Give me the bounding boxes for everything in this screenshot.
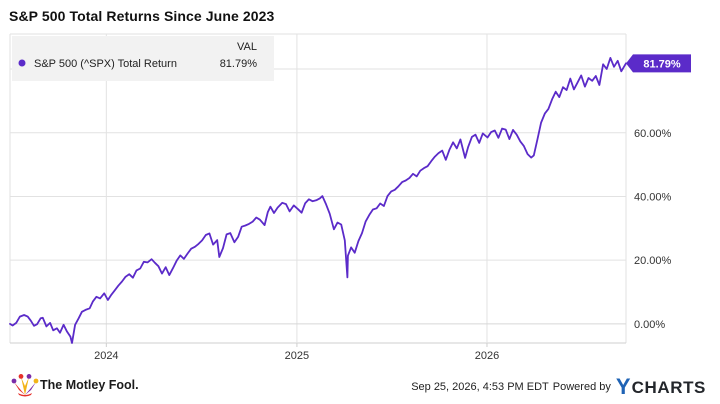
x-axis-ticks: 2024 2025 2026 xyxy=(94,343,499,362)
legend: VAL S&P 500 (^SPX) Total Return 81.79% xyxy=(12,36,274,81)
ycharts-logo[interactable]: Y CHARTS xyxy=(616,376,706,398)
y-tick-label: 40.00% xyxy=(634,191,672,203)
x-tick-label: 2026 xyxy=(475,350,499,362)
brand-name: The Motley Fool. xyxy=(40,378,139,392)
x-tick-label: 2025 xyxy=(285,350,309,362)
legend-marker xyxy=(18,59,26,67)
last-value-label: 81.79% xyxy=(643,58,681,70)
last-value-flag xyxy=(626,54,691,73)
ycharts-wordmark: CHARTS xyxy=(631,377,706,397)
powered-by-label: Powered by xyxy=(552,381,611,393)
last-value-label-group: 81.79% xyxy=(626,54,691,73)
y-tick-label: 20.00% xyxy=(634,255,672,267)
x-tick-label: 2024 xyxy=(94,350,118,362)
gridlines xyxy=(9,33,627,344)
legend-header: VAL xyxy=(237,41,257,53)
chart-title: S&P 500 Total Returns Since June 2023 xyxy=(9,8,275,24)
y-tick-label: 60.00% xyxy=(634,128,672,140)
jester-hat-icon xyxy=(11,374,39,397)
motley-fool-brand: The Motley Fool. xyxy=(10,371,139,399)
y-tick-label: 0.00% xyxy=(634,319,665,331)
legend-series-name: S&P 500 (^SPX) Total Return xyxy=(34,58,177,70)
timestamp: Sep 25, 2026, 4:53 PM EDT xyxy=(411,381,549,393)
legend-series-value: 81.79% xyxy=(220,58,258,70)
footer-attribution: Sep 25, 2026, 4:53 PM EDT Powered by Y C… xyxy=(411,376,706,398)
series-line xyxy=(9,57,627,344)
legend-box xyxy=(12,36,274,81)
ycharts-y-mark: Y xyxy=(615,374,631,399)
series-layer xyxy=(9,57,627,344)
y-axis-ticks: 0.00% 20.00% 40.00% 60.00% xyxy=(634,128,672,331)
